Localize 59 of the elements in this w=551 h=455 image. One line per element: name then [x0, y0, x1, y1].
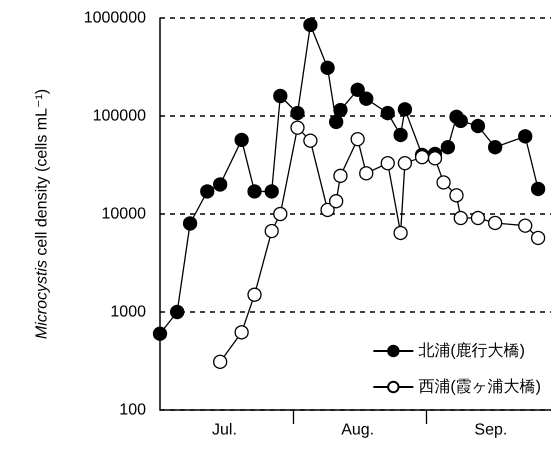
point [320, 202, 335, 218]
point [182, 216, 198, 231]
point [380, 106, 395, 120]
point [454, 114, 468, 128]
point [152, 326, 168, 341]
point [290, 106, 305, 120]
legend-label: 西浦(霞ヶ浦大橋) [418, 378, 541, 396]
x-tick-label: Aug. [341, 422, 374, 438]
point [380, 156, 395, 170]
point [449, 188, 464, 202]
point [518, 129, 532, 144]
point [436, 175, 451, 190]
point [303, 18, 318, 32]
point [470, 118, 486, 134]
point [200, 184, 214, 199]
point [350, 82, 365, 97]
x-tick-label: Sep. [474, 422, 508, 438]
point [393, 226, 408, 240]
point [329, 114, 344, 130]
point [329, 194, 344, 208]
point [264, 224, 279, 238]
point [454, 210, 468, 226]
y-tick-label: 1000000 [84, 10, 146, 26]
point [320, 60, 335, 75]
point [530, 230, 546, 246]
point [428, 151, 442, 166]
y-tick-label: 100 [119, 402, 146, 418]
point [470, 210, 486, 226]
y-tick-label: 10000 [102, 206, 146, 222]
point [303, 134, 318, 148]
point [333, 102, 348, 118]
point [359, 92, 374, 106]
point [488, 140, 502, 154]
legend-label: 北浦(鹿行大橋) [418, 342, 525, 360]
point [247, 184, 262, 199]
x-tick-label: Jul. [212, 422, 237, 438]
point [488, 216, 502, 230]
point [393, 128, 408, 142]
point [273, 206, 288, 222]
point [290, 120, 305, 135]
point [530, 182, 546, 196]
point [213, 354, 228, 369]
point [518, 218, 532, 233]
point [170, 304, 184, 320]
y-tick-label: 100000 [92, 108, 146, 124]
y-axis-title: Microcystis cell density (cells mL⁻¹) [34, 88, 50, 340]
point [350, 132, 365, 146]
point [247, 288, 262, 302]
point [234, 325, 249, 340]
point [398, 102, 412, 116]
y-tick-label: 1000 [110, 304, 146, 320]
point [264, 184, 279, 199]
point [440, 140, 456, 154]
point [359, 166, 374, 180]
point [234, 132, 249, 148]
point [333, 168, 348, 184]
point [213, 177, 228, 192]
point [398, 156, 412, 170]
point [273, 88, 288, 104]
